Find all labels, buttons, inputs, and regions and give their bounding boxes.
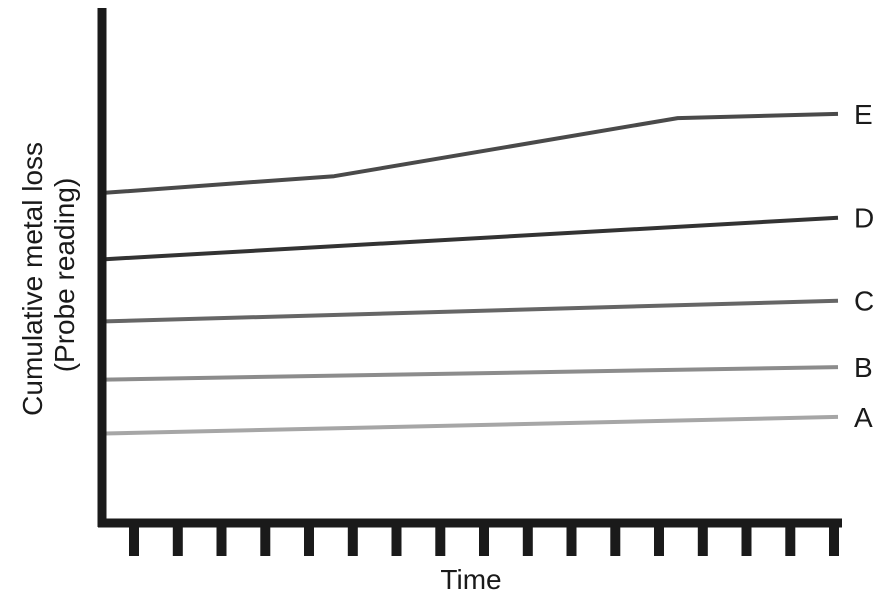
x-tick-7 <box>391 525 402 556</box>
x-tick-2 <box>172 525 183 556</box>
y-axis-title-line-1: Cumulative metal loss <box>17 142 48 416</box>
x-tick-15 <box>741 525 752 556</box>
series-label-e: E <box>854 99 873 130</box>
x-tick-5 <box>304 525 314 556</box>
x-tick-17 <box>829 525 839 556</box>
series-line-c <box>104 298 839 324</box>
series-label-c: C <box>854 286 874 317</box>
x-tick-13 <box>654 525 664 556</box>
x-tick-10 <box>522 525 533 556</box>
x-tick-layer <box>129 525 839 556</box>
series-label-layer: AB C D E <box>854 99 874 433</box>
series-line-a <box>104 414 839 436</box>
series-line-e <box>104 111 839 195</box>
x-tick-9 <box>479 525 489 556</box>
series-label-b: B <box>854 352 873 383</box>
x-tick-1 <box>129 525 139 556</box>
series-line-b <box>104 365 839 382</box>
x-tick-11 <box>566 525 577 556</box>
y-axis-title: Cumulative metal loss (Probe reading) <box>17 134 80 416</box>
x-tick-4 <box>260 525 271 556</box>
x-tick-6 <box>347 525 358 556</box>
series-layer <box>104 111 839 436</box>
x-axis-title: Time <box>440 564 501 594</box>
x-tick-14 <box>697 525 708 556</box>
y-axis-title-line-2: (Probe reading) <box>49 178 80 373</box>
series-label-a: A <box>854 402 873 433</box>
series-label-d: D <box>854 203 874 234</box>
x-tick-12 <box>610 525 621 556</box>
series-line-d <box>104 215 839 262</box>
x-tick-16 <box>785 525 796 556</box>
x-tick-3 <box>216 525 227 556</box>
x-tick-8 <box>435 525 446 556</box>
